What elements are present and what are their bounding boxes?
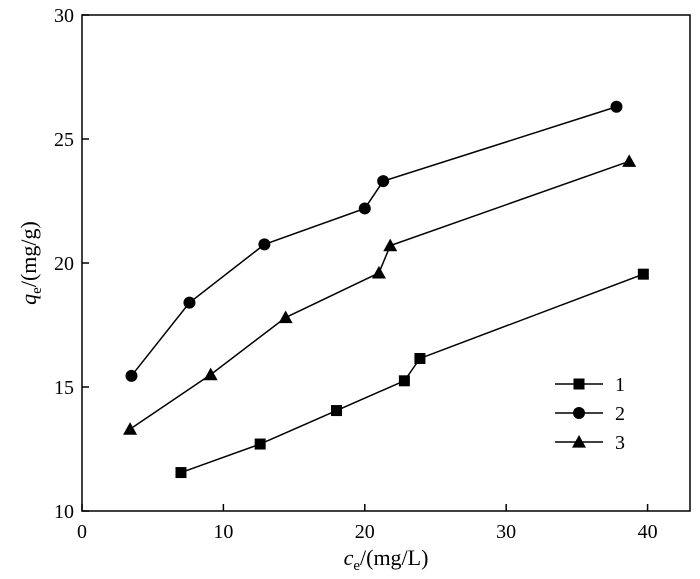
- plot-frame: [81, 14, 691, 512]
- series-3-point: [278, 310, 293, 324]
- y-axis-title: qe/(mg/g): [16, 221, 45, 305]
- legend-label: 3: [615, 432, 625, 454]
- series-1-point: [331, 405, 343, 417]
- legend-item-1: 1: [555, 374, 625, 396]
- series-1-point: [637, 268, 649, 280]
- legend-item-3: 3: [555, 432, 625, 454]
- series-2-point: [183, 296, 196, 309]
- series-3-point: [123, 422, 138, 435]
- y-tick-label: 25: [54, 129, 74, 151]
- series-1-point: [398, 375, 410, 387]
- x-tick-label: 40: [638, 521, 658, 543]
- legend-label: 1: [615, 374, 625, 396]
- x-tick-label: 30: [496, 521, 516, 543]
- y-tick-label: 20: [54, 253, 74, 275]
- legend-marker: [573, 378, 585, 390]
- series-2-point: [125, 369, 138, 382]
- series-2-line: [130, 106, 617, 377]
- series-3-point: [622, 154, 637, 167]
- series-3-line: [129, 160, 630, 430]
- y-tick-label: 10: [54, 501, 74, 523]
- series-3-point: [383, 238, 398, 252]
- legend-item-2: 2: [555, 403, 625, 425]
- x-axis-title: ce/(mg/L): [344, 545, 429, 574]
- series-1-point: [414, 352, 426, 364]
- series-2-point: [358, 202, 371, 215]
- legend-label: 2: [615, 403, 625, 425]
- series-2-point: [377, 175, 390, 188]
- series-1: [175, 268, 649, 479]
- legend: 1 2 3: [555, 374, 625, 454]
- y-tick-label: 30: [54, 5, 74, 27]
- legend-marker: [572, 435, 586, 448]
- series-layer: [123, 100, 649, 479]
- series-1-point: [254, 438, 266, 450]
- series-3-point: [203, 367, 218, 381]
- y-tick-label: 15: [54, 377, 74, 399]
- x-tick-label: 0: [77, 521, 87, 543]
- series-3: [123, 154, 637, 435]
- series-2-point: [610, 100, 623, 113]
- x-tick-label: 20: [355, 521, 375, 543]
- series-1-line: [180, 273, 644, 474]
- legend-marker: [573, 407, 585, 419]
- series-1-point: [175, 467, 187, 479]
- series-2: [125, 100, 623, 382]
- series-3-point: [371, 265, 386, 279]
- series-2-point: [258, 238, 271, 251]
- x-tick-label: 10: [213, 521, 233, 543]
